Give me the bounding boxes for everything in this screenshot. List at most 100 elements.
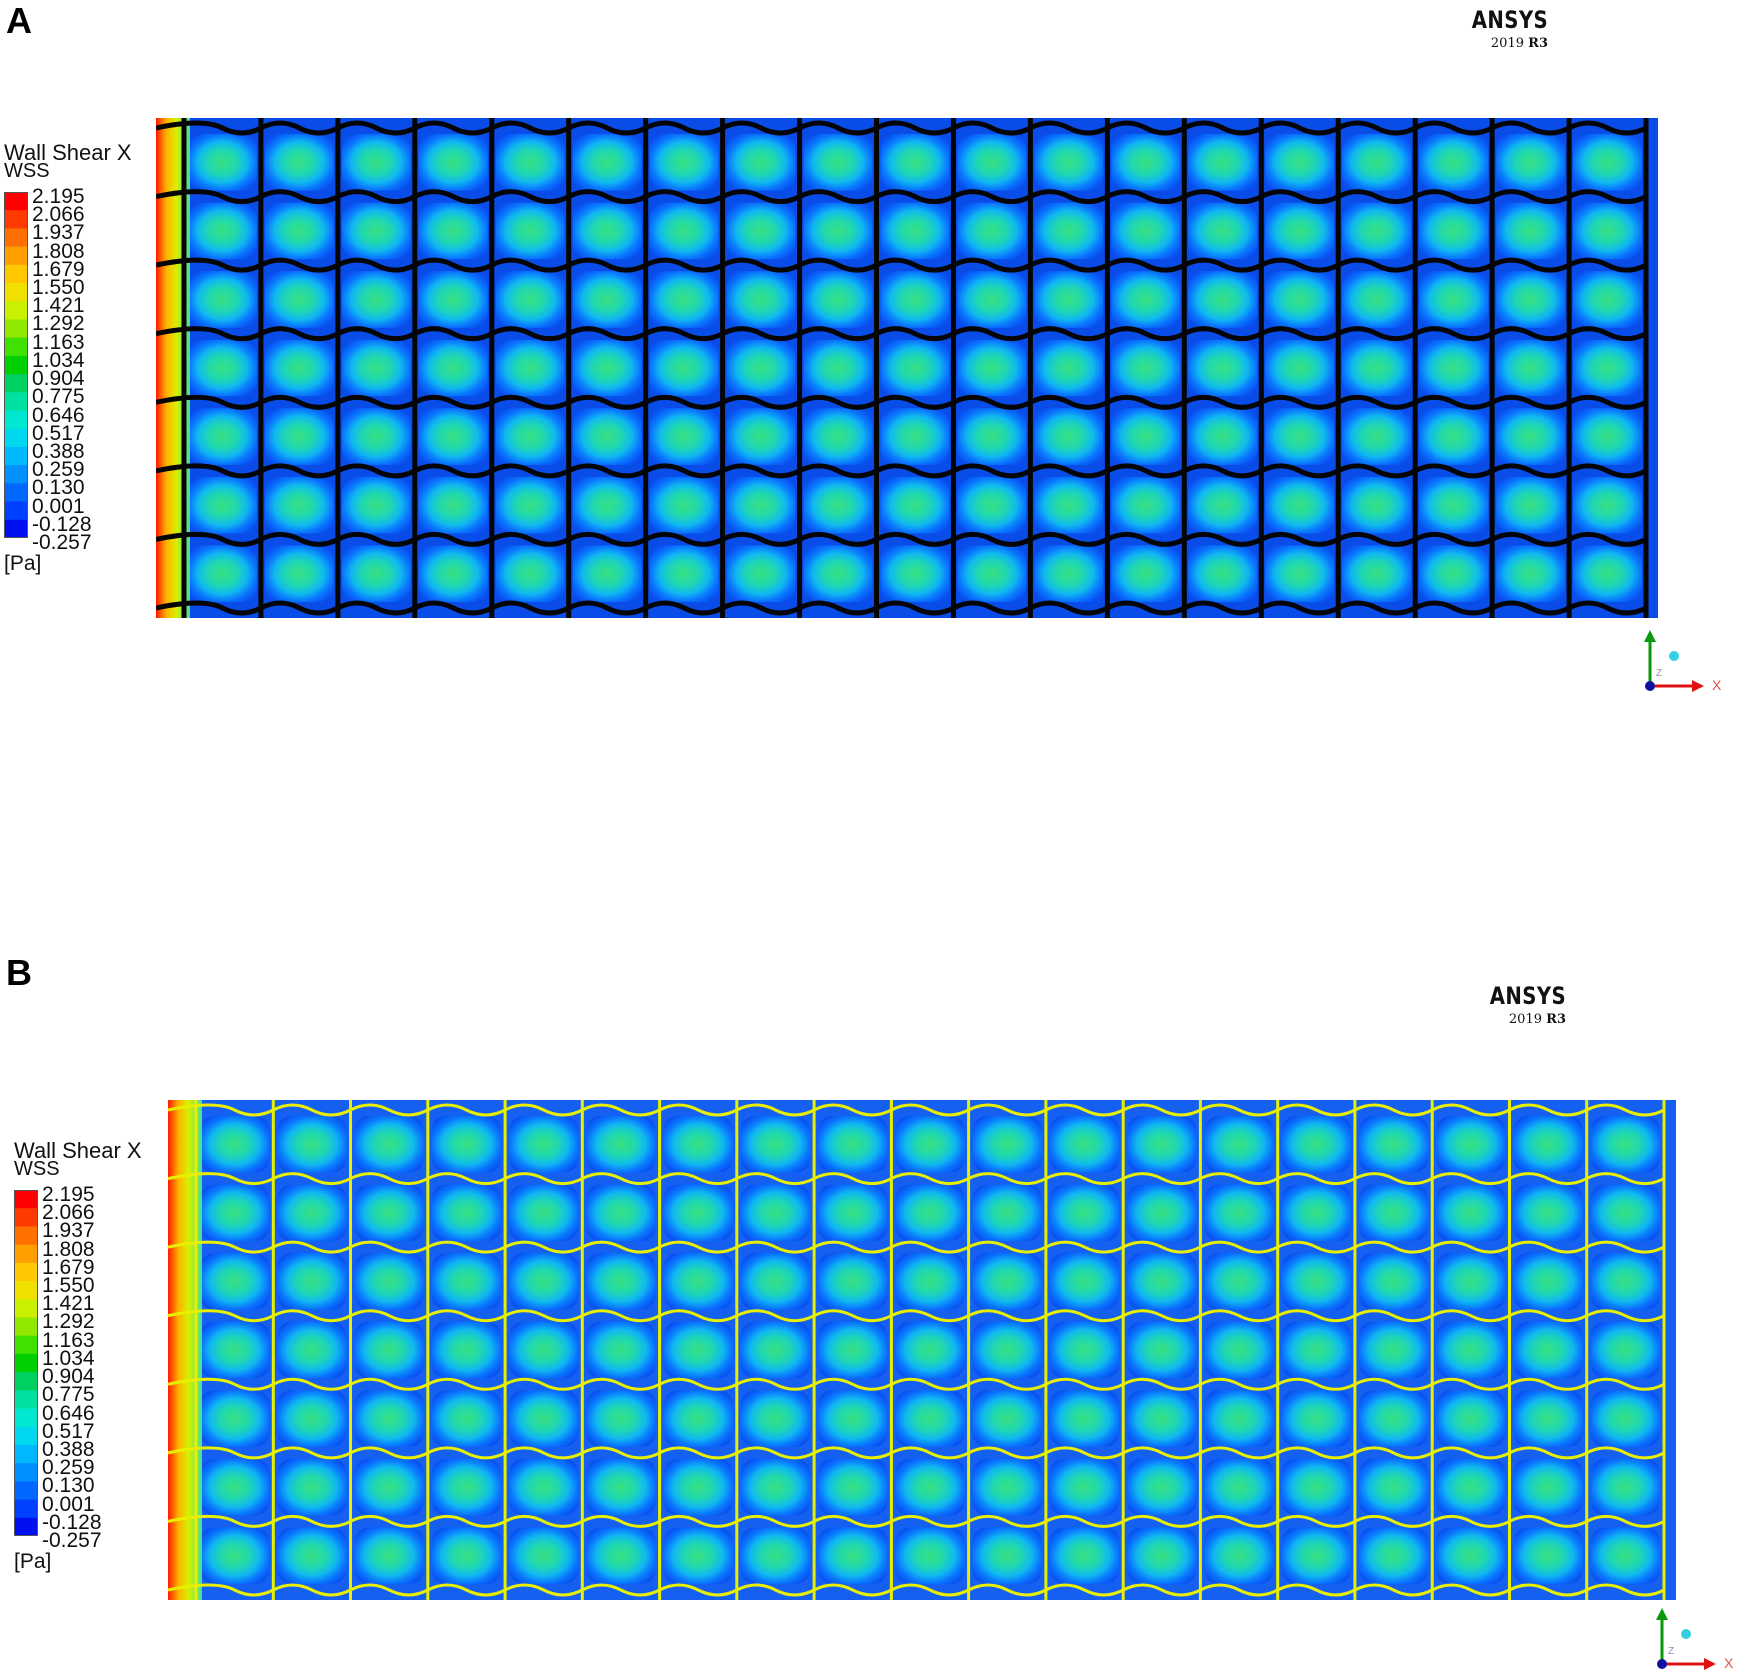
ansys-logo: ANSYS 2019 R3 — [1473, 982, 1566, 1027]
contour-cell — [1188, 202, 1258, 260]
legend-tick-label: 0.646 — [32, 403, 85, 427]
contour-cell — [663, 1321, 733, 1379]
colorbar-band — [14, 1335, 38, 1355]
legend-tick-label: 0.646 — [42, 1401, 95, 1425]
contour-cell — [818, 1116, 888, 1173]
contour-cell — [972, 1527, 1042, 1584]
contour-cell — [1127, 1390, 1197, 1447]
contour-cell — [1265, 134, 1335, 191]
contour-cell — [740, 1253, 811, 1310]
contour-cell — [1496, 271, 1565, 328]
contour-cell — [341, 202, 411, 260]
contour-cell — [418, 134, 488, 191]
contour-cell — [1358, 1253, 1429, 1310]
contour-cell — [1034, 408, 1104, 465]
contour-cell — [1127, 1184, 1197, 1242]
contour-cell — [277, 1253, 347, 1310]
contour-cell — [264, 408, 334, 465]
x-axis-arrowhead — [1704, 1658, 1716, 1670]
contour-cell — [264, 339, 334, 397]
contour-cell — [1049, 1321, 1120, 1379]
stent-connector-wavy — [156, 189, 1648, 205]
stent-connector-wavy — [168, 1446, 1665, 1460]
contour-cell — [1049, 1527, 1120, 1584]
brand-name: ANSYS — [1471, 6, 1548, 34]
contour-cell — [431, 1116, 502, 1173]
contour-cell — [277, 1116, 347, 1173]
legend-tick-label: 0.904 — [42, 1365, 95, 1389]
contour-cell — [726, 202, 796, 260]
colorbar — [14, 1190, 38, 1536]
contour-cell — [495, 134, 565, 191]
legend-unit: [Pa] — [14, 1550, 52, 1573]
contour-cell — [264, 134, 334, 191]
legend-tick-label: 0.259 — [32, 458, 85, 482]
axis-triad: XZ — [1644, 630, 1722, 693]
contour-cell — [740, 1458, 811, 1516]
contour-cell — [354, 1458, 424, 1516]
contour-cell — [1419, 134, 1489, 191]
contour-cell — [818, 1527, 888, 1584]
contour-cell — [663, 1527, 733, 1584]
contour-cell — [1265, 545, 1335, 602]
contour-cell — [803, 408, 873, 465]
contour-cell — [740, 1321, 811, 1379]
colorbar-band — [4, 337, 28, 357]
colorbar-band — [14, 1372, 38, 1391]
colorbar-band — [14, 1281, 38, 1300]
contour-cell — [354, 1253, 424, 1310]
legend-tick-label: 1.421 — [42, 1292, 95, 1316]
legend-tick-label: 0.517 — [42, 1419, 95, 1443]
contour-cell — [264, 202, 334, 260]
colorbar-band — [14, 1208, 38, 1228]
contour-cell — [341, 408, 411, 465]
contour-cell — [1111, 271, 1181, 328]
contour-cell — [1034, 202, 1104, 260]
contour-cell — [1204, 1184, 1274, 1242]
contour-cell — [431, 1458, 502, 1516]
contour-cell — [1436, 1184, 1506, 1242]
contour-cell — [586, 1253, 656, 1310]
contour-cell — [1204, 1253, 1274, 1310]
contour-cell — [200, 1458, 270, 1516]
contour-cell — [495, 271, 565, 328]
colorbar-band — [4, 428, 28, 448]
contour-cell — [1127, 1527, 1197, 1584]
contour-cell — [277, 1321, 347, 1379]
contour-cell — [972, 1116, 1042, 1173]
contour-cell — [895, 1527, 965, 1584]
legend-tick-label: 1.292 — [32, 312, 85, 336]
contour-cell — [1265, 408, 1335, 465]
contour-cell — [264, 476, 334, 534]
contour-cell — [957, 545, 1027, 602]
contour-cell — [1188, 476, 1258, 534]
contour-cell — [586, 1321, 656, 1379]
contour-cell — [586, 1184, 656, 1242]
contour-cell — [495, 202, 565, 260]
colorbar-band — [4, 501, 28, 521]
colorbar-band — [14, 1517, 38, 1536]
contour-cell — [572, 339, 642, 397]
contour-cell — [957, 339, 1027, 397]
legend-tick-label: -0.257 — [32, 531, 92, 554]
contour-cell — [1188, 339, 1258, 397]
colorbar-band — [4, 301, 28, 321]
contour-cell — [649, 476, 719, 534]
contour-cell — [1342, 339, 1412, 397]
contour-cell — [1265, 476, 1335, 534]
contour-cell — [1436, 1390, 1506, 1447]
contour-cell — [1281, 1116, 1351, 1173]
contour-cell — [895, 1184, 965, 1242]
brand-version: 2019 R3 — [1490, 36, 1548, 51]
contour-cell — [803, 202, 873, 260]
contour-cell — [1111, 134, 1181, 191]
panel-a: A ANSYS 2019 R3 Wall Shear X WSS 2.195 2.… — [4, 0, 1722, 693]
contour-cell — [418, 408, 488, 465]
y-axis-arrowhead — [1644, 630, 1656, 642]
colorbar-band — [4, 228, 28, 248]
contour-cell — [341, 271, 411, 328]
contour-cell — [895, 1253, 965, 1310]
contour-cell — [663, 1390, 733, 1447]
contour-cell — [972, 1253, 1042, 1310]
contour-cell — [1049, 1184, 1120, 1242]
